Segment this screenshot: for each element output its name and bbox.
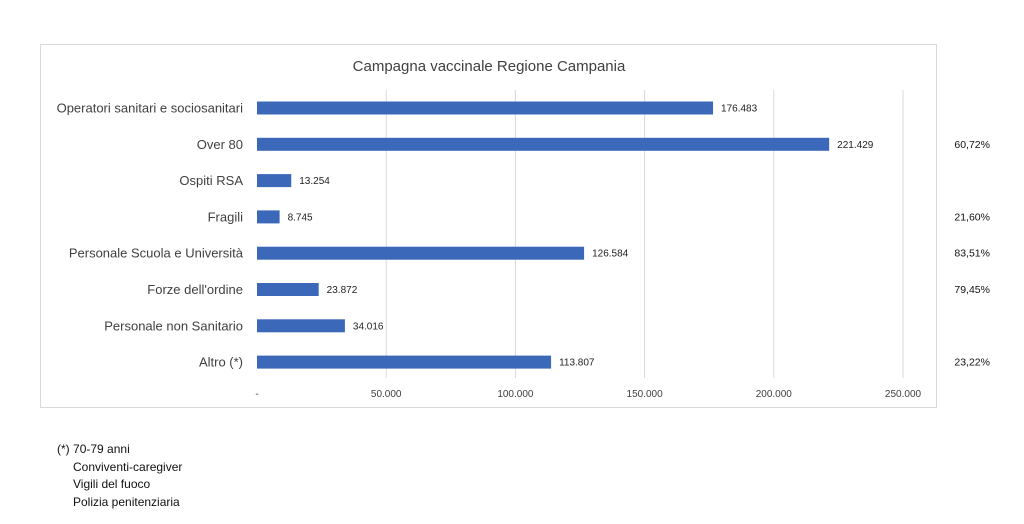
footnote-line: Vigili del fuoco [73, 477, 151, 491]
x-tick-label: 200.000 [756, 389, 793, 400]
data-label: 34.016 [353, 321, 384, 332]
percentage-label: 60,72% [954, 139, 990, 151]
percentage-label: 21,60% [954, 211, 990, 223]
bar [257, 319, 345, 333]
footnote-line: Conviventi-caregiver [73, 459, 183, 474]
x-tick-label: 150.000 [627, 389, 664, 400]
data-label: 176.483 [721, 104, 758, 115]
category-label: Personale non Sanitario [104, 318, 243, 333]
category-label: Ospiti RSA [179, 173, 243, 188]
x-tick-label: 100.000 [497, 389, 534, 400]
category-label: Altro (*) [199, 355, 243, 370]
category-label: Operatori sanitari e sociosanitari [57, 101, 244, 116]
bar [257, 174, 292, 188]
percentage-label: 23,22% [954, 357, 990, 369]
category-label: Forze dell'ordine [147, 282, 243, 297]
chart-title: Campagna vaccinale Regione Campania [353, 58, 626, 75]
percentage-label: 79,45% [954, 284, 990, 296]
data-label: 13.254 [299, 176, 330, 187]
data-label: 23.872 [327, 285, 358, 296]
data-label: 113.807 [559, 358, 595, 369]
bar [257, 283, 319, 296]
x-tick-label: - [255, 389, 258, 400]
data-label: 221.429 [837, 140, 874, 151]
data-label: 8.745 [288, 212, 313, 223]
category-label: Personale Scuola e Università [69, 246, 244, 261]
footnote-line: 70-79 anni [73, 442, 130, 456]
x-tick-label: 250.000 [885, 389, 922, 400]
bar [257, 137, 830, 151]
data-label: 126.584 [592, 249, 629, 260]
x-tick-label: 50.000 [371, 389, 402, 400]
category-label: Over 80 [197, 137, 243, 152]
bar [257, 210, 280, 224]
category-label: Fragili [208, 209, 244, 224]
footnote-marker: (*) [57, 442, 70, 456]
footnote-line: Polizia penitenziaria [73, 494, 180, 509]
bar [257, 101, 714, 115]
percentage-label: 83,51% [954, 248, 990, 260]
bar [257, 355, 552, 369]
bar [257, 246, 585, 260]
footnote: (*) 70-79 anni Conviventi-caregiver Vigi… [57, 441, 182, 511]
